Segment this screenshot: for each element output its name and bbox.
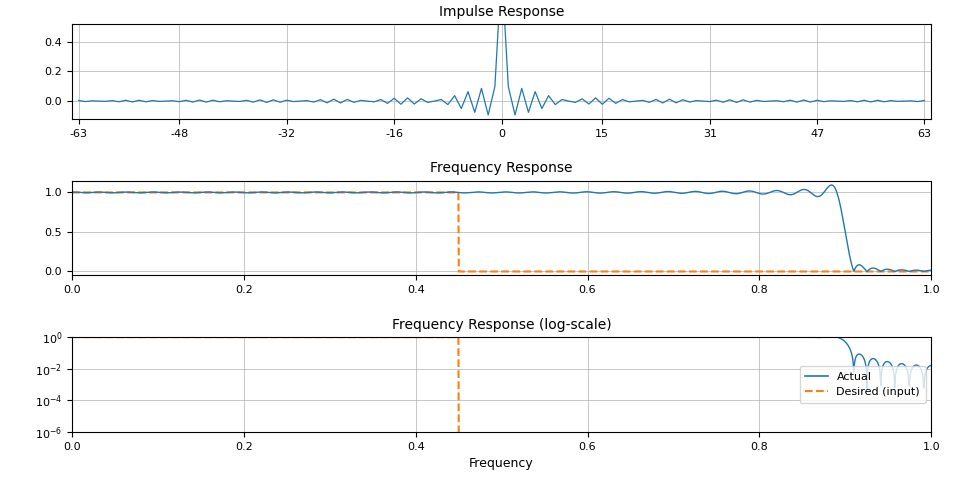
Legend: Actual, Desired (input): Actual, Desired (input): [800, 366, 925, 403]
X-axis label: Frequency: Frequency: [469, 457, 534, 470]
Title: Impulse Response: Impulse Response: [439, 5, 564, 19]
Title: Frequency Response: Frequency Response: [430, 161, 573, 175]
Title: Frequency Response (log-scale): Frequency Response (log-scale): [392, 318, 612, 332]
